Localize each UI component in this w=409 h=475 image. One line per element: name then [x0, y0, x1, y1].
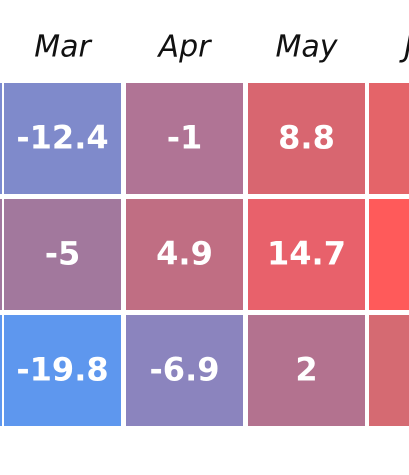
heatmap-cell-r2-c1	[4, 199, 121, 310]
column-label-mar: Mar	[34, 30, 92, 65]
cell-value-label: -1	[167, 119, 203, 157]
heatmap-cell-r2-c3	[248, 199, 365, 310]
column-label-jun: Jun	[399, 30, 409, 65]
column-labels: Mar Apr May Jun	[34, 30, 409, 65]
heatmap-cell-edge-row-1	[0, 83, 2, 194]
cell-value-label: 8.8	[278, 119, 335, 157]
cell-value-label: -5	[45, 235, 81, 273]
heatmap-cell-edge-row-2	[0, 199, 2, 310]
heatmap-cell-r1-c3	[248, 83, 365, 194]
cell-value-label: -12.4	[16, 119, 108, 157]
column-label-apr: Apr	[157, 30, 213, 65]
heatmap-cell-r3-c4	[369, 315, 409, 426]
heatmap-cell-r2-c2	[126, 199, 243, 310]
cell-value-label: -19.8	[16, 351, 108, 389]
heatmap-cell-r2-c4	[369, 199, 409, 310]
cell-value-label: -6.9	[150, 351, 220, 389]
heatmap-cell-r3-c2	[126, 315, 243, 426]
heatmap-cell-r3-c3	[248, 315, 365, 426]
heatmap-cell-r1-c1	[4, 83, 121, 194]
column-label-may: May	[275, 30, 338, 65]
heatmap-cells: -12.4-18.8-54.914.7-19.8-6.929	[0, 83, 409, 426]
cell-value-label: 2	[295, 351, 317, 389]
cell-value-label: 14.7	[267, 235, 346, 273]
heatmap-cell-edge-row-3	[0, 315, 2, 426]
cell-value-label: 4.9	[156, 235, 213, 273]
heatmap-cell-r1-c4	[369, 83, 409, 194]
heatmap-cell-r3-c1	[4, 315, 121, 426]
heatmap-cell-r1-c2	[126, 83, 243, 194]
